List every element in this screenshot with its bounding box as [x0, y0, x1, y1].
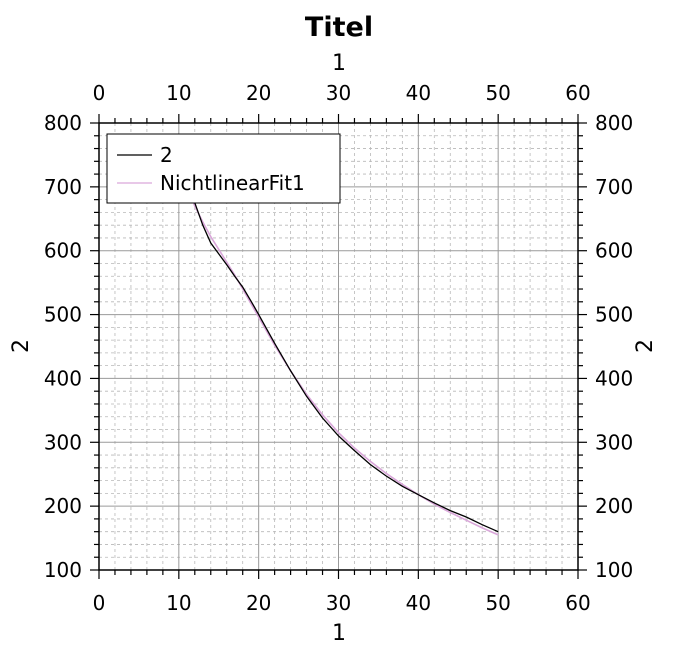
x-tick-label-bottom: 40 — [406, 591, 431, 615]
y-axis-title: 2 — [9, 339, 34, 353]
x-tick-label-top: 50 — [485, 81, 510, 105]
x-tick-label-top: 20 — [246, 81, 271, 105]
x-tick-label-bottom: 0 — [93, 591, 106, 615]
y-tick-label-left: 500 — [44, 303, 82, 327]
x-tick-label-top: 30 — [326, 81, 351, 105]
plot-frame — [98, 122, 579, 571]
y-tick-label-left: 600 — [44, 239, 82, 263]
legend: 2 NichtlinearFit1 — [106, 133, 341, 204]
y-tick-label-right: 600 — [595, 239, 633, 263]
x-tick-label-bottom: 60 — [565, 591, 590, 615]
y-tick-label-right: 700 — [595, 175, 633, 199]
y-tick-label-right: 800 — [595, 111, 633, 135]
x-tick-label-bottom: 50 — [485, 591, 510, 615]
y-tick-label-left: 100 — [44, 558, 82, 582]
chart-title: Titel — [305, 12, 373, 43]
x-tick-label-bottom: 20 — [246, 591, 271, 615]
legend-label-series-2: 2 — [160, 143, 173, 167]
y-tick-label-left: 300 — [44, 430, 82, 454]
x-axis-title-top: 1 — [332, 51, 346, 76]
y-tick-label-left: 400 — [44, 366, 82, 390]
series-line-2 — [178, 142, 499, 533]
y-tick-label-left: 700 — [44, 175, 82, 199]
legend-label-series-fit: NichtlinearFit1 — [160, 171, 305, 195]
series-lines — [178, 142, 499, 536]
x-tick-label-top: 0 — [93, 81, 106, 105]
y-axis-title-right: 2 — [633, 339, 658, 353]
x-tick-label-top: 10 — [166, 81, 191, 105]
x-tick-label-bottom: 30 — [326, 591, 351, 615]
y-tick-label-right: 300 — [595, 430, 633, 454]
x-tick-label-bottom: 10 — [166, 591, 191, 615]
y-tick-label-right: 500 — [595, 303, 633, 327]
y-tick-label-left: 800 — [44, 111, 82, 135]
axis-ticks — [90, 114, 587, 579]
y-tick-label-right: 400 — [595, 366, 633, 390]
x-axis-title: 1 — [332, 621, 346, 646]
y-tick-label-right: 100 — [595, 558, 633, 582]
y-tick-label-left: 200 — [44, 494, 82, 518]
legend-box — [106, 133, 341, 204]
y-tick-label-right: 200 — [595, 494, 633, 518]
x-tick-label-top: 60 — [565, 81, 590, 105]
x-tick-label-top: 40 — [406, 81, 431, 105]
